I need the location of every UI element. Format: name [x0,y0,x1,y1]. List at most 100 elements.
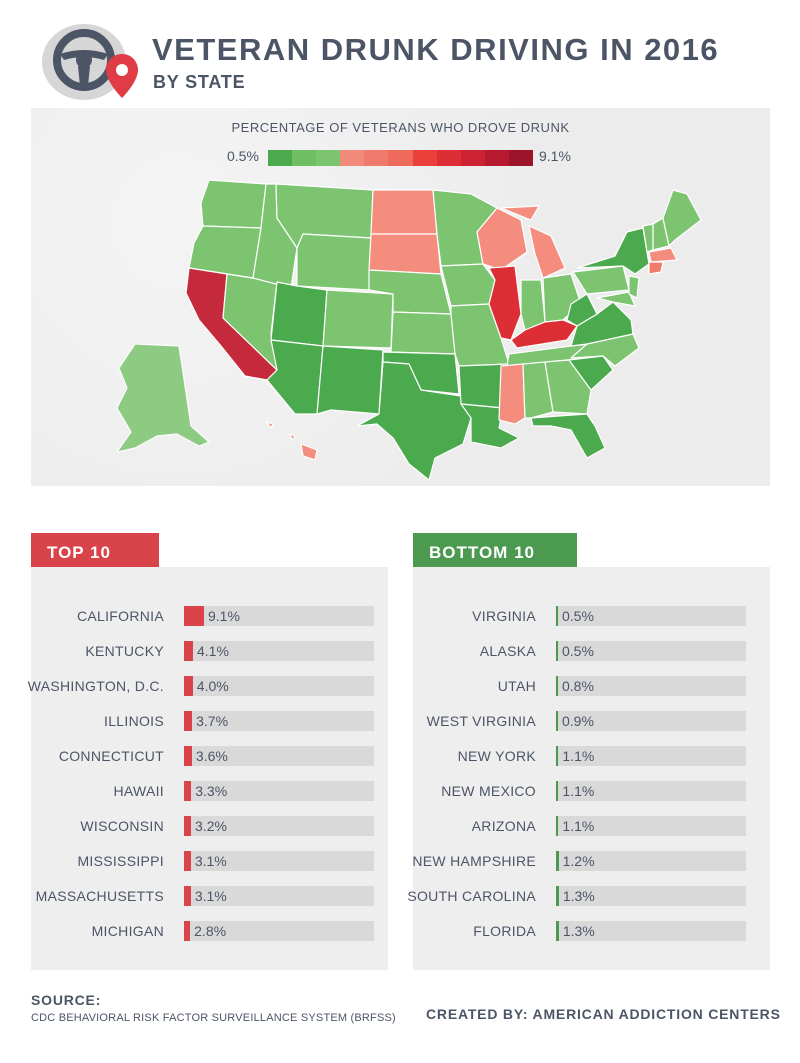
bar-state-label: NEW YORK [457,748,536,764]
bar-track [556,851,746,871]
bar-track [184,816,374,836]
steering-wheel-pin-icon [42,24,138,100]
bar-track [556,746,746,766]
page-subtitle: BY STATE [153,72,246,92]
state-utah [270,281,328,347]
bar-fill [184,816,192,836]
state-texas [356,361,472,481]
bar-fill [556,816,559,836]
legend-max-label: 9.1% [539,148,571,164]
bar-state-label: CONNECTICUT [58,748,164,764]
state-maine [662,189,702,247]
bar-value-label: 1.1% [562,783,595,799]
state-indiana [520,279,546,331]
bar-value-label: 3.6% [195,748,228,764]
bar-fill [556,746,559,766]
state-north-dakota [370,189,438,235]
bar-state-label: MISSISSIPPI [77,853,164,869]
state-virginia [570,301,634,347]
bar-state-label: ARIZONA [471,818,536,834]
bar-value-label: 1.1% [562,748,595,764]
bar-track [556,816,746,836]
bar-fill [184,781,192,801]
bar-value-label: 3.1% [194,888,227,904]
bar-fill [556,851,559,871]
bar-row: NEW MEXICO 1.1% [403,781,748,801]
bar-value-label: 3.2% [195,818,227,834]
us-state-map [116,179,702,481]
state-wisconsin [476,207,528,271]
bar-state-label: WASHINGTON, D.C. [27,678,164,694]
source-heading: SOURCE: [31,992,102,1008]
bar-value-label: 4.0% [196,678,229,694]
bar-row: NEW HAMPSHIRE 1.2% [403,851,748,871]
state-maryland [596,291,636,307]
bar-row: MISSISSIPPI 3.1% [31,851,376,871]
bar-row: WISCONSIN 3.2% [31,816,376,836]
bar-state-label: KENTUCKY [85,643,164,659]
state-west-virginia [566,293,598,327]
bar-fill [184,641,193,661]
legend-swatch [340,150,365,166]
source-text: CDC BEHAVIORAL RISK FACTOR SURVEILLANCE … [31,1012,396,1024]
state-washington [200,179,267,229]
state-colorado [322,289,394,349]
bar-fill [184,886,191,906]
bar-value-label: 1.2% [562,853,595,869]
bar-row: SOUTH CAROLINA 1.3% [403,886,748,906]
bar-state-label: FLORIDA [473,923,536,939]
state-massachusetts [648,247,678,263]
bar-fill [556,606,558,626]
state-wyoming [296,233,372,291]
legend-swatch [388,150,413,166]
bar-row: ARIZONA 1.1% [403,816,748,836]
legend-title: PERCENTAGE OF VETERANS WHO DROVE DRUNK [231,120,570,135]
top10-panel [31,567,388,970]
bar-fill [556,781,559,801]
bar-row: WASHINGTON, D.C. 4.0% [27,676,376,696]
bar-track [556,676,746,696]
bar-row: FLORIDA 1.3% [403,921,748,941]
page-title: VETERAN DRUNK DRIVING IN 2016 [152,32,720,67]
legend-swatch [316,150,341,166]
bar-state-label: HAWAII [113,783,164,799]
state-arizona [266,339,324,415]
bar-state-label: UTAH [497,678,536,694]
top10-ribbon: TOP 10 [31,533,159,573]
bar-row: ILLINOIS 3.7% [31,711,376,731]
bar-row: MASSACHUSETTS 3.1% [31,886,376,906]
bar-track [184,886,374,906]
bar-fill [556,711,558,731]
state-kentucky [510,319,578,349]
state-alabama [522,361,554,419]
state-illinois [488,265,522,341]
bar-state-label: MICHIGAN [91,923,164,939]
bar-track [556,641,746,661]
bar-track [184,921,374,941]
bar-fill [556,641,558,661]
bar-value-label: 4.1% [197,643,229,659]
state-new-mexico [316,345,384,415]
bar-value-label: 3.3% [195,783,228,799]
state-kansas [390,311,456,355]
map-panel: PERCENTAGE OF VETERANS WHO DROVE DRUNK 0… [31,108,770,486]
bar-state-label: ILLINOIS [104,713,164,729]
state-mississippi [498,363,526,425]
bar-track [184,851,374,871]
bar-track [184,711,374,731]
bar-fill [184,921,191,941]
bar-value-label: 0.5% [562,643,594,659]
bar-row: CONNECTICUT 3.6% [31,746,376,766]
bar-row: UTAH 0.8% [403,676,748,696]
bar-value-label: 3.1% [194,853,227,869]
legend-swatch [484,150,509,166]
legend-swatch [292,150,317,166]
bar-state-label: VIRGINIA [472,608,536,624]
bar-track [556,606,746,626]
bar-row: MICHIGAN 2.8% [31,921,376,941]
bar-row: HAWAII 3.3% [31,781,376,801]
state-south-dakota [368,233,442,275]
state-alaska [116,343,210,453]
bar-row: ALASKA 0.5% [403,641,748,661]
bar-track [556,886,746,906]
